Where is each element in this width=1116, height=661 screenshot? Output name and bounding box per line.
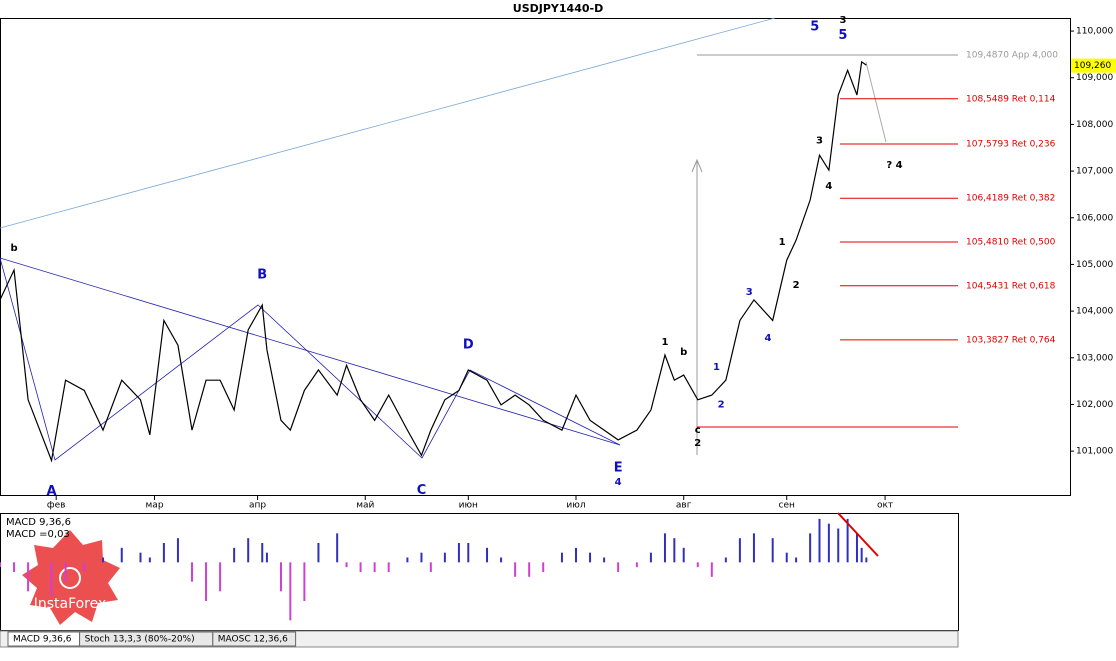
macd-label: MACD 9,36,6 (6, 517, 71, 528)
x-tick-label: фев (47, 501, 66, 511)
watermark: InstaForex (22, 530, 120, 625)
fib-label: 104,5431 Ret 0,618 (966, 281, 1056, 291)
chart-title: USDJPY1440-D (513, 2, 603, 15)
watermark-text: InstaForex (34, 596, 107, 612)
wave-label: 3 (746, 287, 753, 298)
watermark-icon (59, 567, 81, 589)
wave-label: 4 (825, 181, 832, 192)
macd-value: MACD =0,03 (6, 529, 70, 540)
fib-label: 105,4810 Ret 0,500 (966, 237, 1056, 247)
wave-label: 3 (839, 15, 846, 26)
wave-label: c (695, 425, 701, 436)
last-price-label: 109,260 (1074, 61, 1111, 71)
channel-line (0, 257, 621, 446)
tab-label: MAOSC 12,36,6 (218, 635, 288, 645)
wave-label: 5 (838, 28, 847, 43)
wave-label: 2 (793, 280, 800, 291)
last-price-box (1071, 58, 1116, 73)
fib-label: 103,3827 Ret 0,764 (966, 335, 1056, 345)
y-tick-label: 108,000 (1076, 120, 1113, 130)
x-tick-label: май (356, 501, 374, 511)
wave-label: 4 (765, 333, 772, 344)
price-line (0, 60, 867, 463)
macd-signal (837, 512, 879, 557)
fib-label: 106,4189 Ret 0,382 (966, 194, 1055, 204)
x-tick-label: апр (249, 501, 266, 511)
x-tick-label: авг (676, 501, 692, 511)
main-panel (0, 18, 1071, 496)
tab-label: MACD 9,36,6 (13, 635, 72, 645)
fib-label: 109,4870 App 4,000 (966, 51, 1058, 61)
wave-label: B (257, 268, 267, 283)
wave-label: b (10, 243, 17, 254)
fib-label: 107,5793 Ret 0,236 (966, 140, 1056, 150)
watermark-badge (22, 530, 120, 625)
wave-label: 1 (779, 237, 786, 248)
wave-label: A (46, 484, 56, 499)
tab (212, 631, 297, 647)
y-tick-label: 110,000 (1076, 27, 1113, 37)
x-tick-label: июл (566, 501, 585, 511)
tab-label: Stoch 13,3,3 (80%-20%) (85, 635, 195, 645)
wave-label: 5 (810, 19, 819, 34)
wave-lines (0, 257, 621, 461)
x-tick-label: окт (877, 501, 893, 511)
y-tick-label: 103,000 (1076, 353, 1113, 363)
wave-label: 2 (718, 399, 725, 410)
wave-label: ? 4 (886, 160, 902, 171)
y-tick-label: 109,000 (1076, 73, 1113, 83)
wave-label: 1 (661, 337, 668, 348)
arrow-head (691, 158, 703, 173)
y-tick-label: 104,000 (1076, 307, 1113, 317)
y-tick-label: 107,000 (1076, 167, 1113, 177)
x-tick-label: июн (459, 501, 478, 511)
y-tick-label: 106,000 (1076, 213, 1113, 223)
y-tick-label: 102,000 (1076, 400, 1113, 410)
trend-line (0, 17, 776, 229)
x-tick-label: сен (779, 501, 795, 511)
wave-label: D (463, 338, 474, 353)
wave-label: E (614, 460, 623, 475)
wave-label: 2 (694, 438, 701, 449)
wave-label: 4 (615, 477, 622, 488)
wave-label: b (680, 347, 687, 358)
y-tick-label: 105,000 (1076, 260, 1113, 270)
y-tick-label: 101,000 (1076, 447, 1113, 457)
x-tick-label: мар (146, 501, 164, 511)
fib-label: 108,5489 Ret 0,114 (966, 94, 1056, 104)
projection-line (865, 61, 887, 143)
wave-label: 1 (713, 362, 720, 373)
wave-label: 3 (816, 135, 823, 146)
wave-label: C (417, 483, 427, 498)
